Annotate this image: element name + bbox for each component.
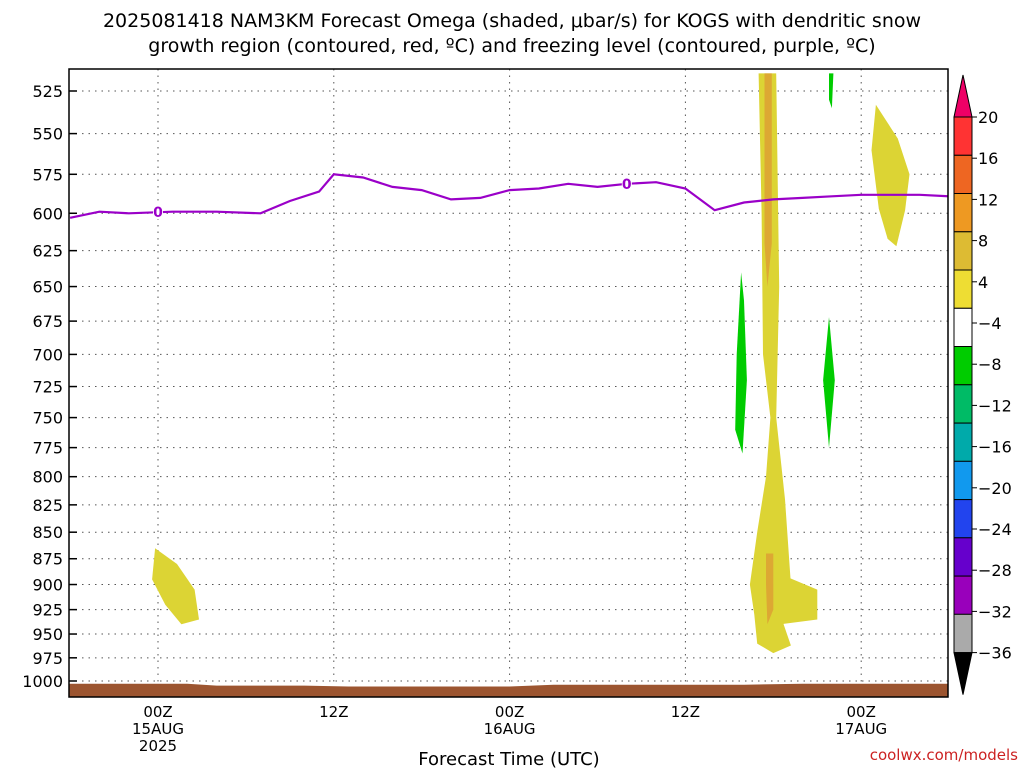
colorbar-label-9: −20 [978,479,1012,498]
xtick-label-0-2: 2025 [139,737,177,755]
plot-frame [68,68,949,698]
omega-region-9 [829,73,834,109]
xtick-label-4-1: 17AUG [835,720,887,738]
colorbar-label-13: −36 [978,644,1012,663]
colorbar-label-2: 12 [978,190,998,209]
ytick-label-575: 575 [32,165,63,184]
ytick-label-650: 650 [32,278,63,297]
freezing-level-label-0: 0 [153,205,163,221]
colorbar-label-12: −32 [978,602,1012,621]
ytick-label-525: 525 [32,82,63,101]
ytick-label-1000: 1000 [22,672,63,691]
ytick-label-825: 825 [32,496,63,515]
omega-region-5 [764,73,772,287]
xtick-label-0-1: 15AUG [132,720,184,738]
x-axis-label: Forecast Time (UTC) [418,749,599,768]
colorbar-box-8 [953,422,973,462]
ytick-label-800: 800 [32,468,63,487]
omega-region-6 [766,553,774,625]
omega-shading [152,73,910,654]
colorbar-box-7 [953,384,973,424]
terrain-polygon [69,683,948,697]
ytick-label-550: 550 [32,125,63,144]
xtick-label-1-0: 12Z [319,703,348,721]
ytick-label-850: 850 [32,523,63,542]
colorbar-box-11 [953,537,973,577]
xtick-label-2-1: 16AUG [484,720,536,738]
ytick-label-750: 750 [32,409,63,428]
xtick-label-0-0: 00Z [143,703,172,721]
freezing-level-line [69,173,948,219]
omega-region-2 [749,73,791,654]
y-tick-labels: 525 550 575 600 625 650 675 700 725 750 775 800 825 8… [22,82,63,691]
omega-region-4 [871,104,910,247]
chart-title-line2: growth region (contoured, red, ºC) and f… [148,35,875,57]
colorbar-box-13 [953,613,973,654]
colorbar-label-10: −24 [978,520,1012,539]
colorbar-label-7: −12 [978,396,1012,415]
ytick-label-950: 950 [32,625,63,644]
ytick-label-675: 675 [32,312,63,331]
horizontal-gridlines [69,90,948,682]
colorbar-box-5 [953,307,973,348]
colorbar-label-6: −8 [978,355,1002,374]
colorbar-label-3: 8 [978,232,988,251]
omega-region-7 [735,272,747,454]
freezing-level-label-1: 0 [622,177,632,193]
xtick-label-2-0: 00Z [495,703,524,721]
ytick-label-775: 775 [32,439,63,458]
colorbar-top-arrow [953,74,973,118]
colorbar-label-11: −28 [978,561,1012,580]
ytick-label-725: 725 [32,378,63,397]
colorbar-box-12 [953,575,973,615]
chart-title-line1: 2025081418 NAM3KM Forecast Omega (shaded… [103,10,921,32]
colorbar-label-1: 16 [978,149,998,168]
ytick-label-925: 925 [32,601,63,620]
colorbar-box-4 [953,269,973,309]
ytick-label-900: 900 [32,576,63,595]
omega-region-8 [823,317,835,448]
colorbar-box-10 [953,499,973,539]
ytick-label-625: 625 [32,242,63,261]
colorbar: 20 16 12 8 4 −4 −8 −12 −16 −20 −24 −28 −32 −36 [953,74,1012,695]
freezing-label-bg-0 [153,204,163,220]
credit-text: coolwx.com/models [870,746,1018,764]
ytick-label-600: 600 [32,204,63,223]
ytick-label-875: 875 [32,550,63,569]
colorbar-box-2 [953,193,973,233]
colorbar-label-4: 4 [978,273,988,292]
colorbar-label-8: −16 [978,438,1012,457]
colorbar-label-0: 20 [978,108,998,127]
colorbar-bottom-arrow [953,652,973,695]
omega-region-3 [780,574,818,625]
omega-region-1 [152,548,199,625]
ytick-label-975: 975 [32,649,63,668]
ytick-label-700: 700 [32,345,63,364]
xtick-label-3-0: 12Z [671,703,700,721]
terrain-fill [69,683,948,697]
colorbar-box-1 [953,154,973,195]
xtick-label-4-0: 00Z [847,703,876,721]
freezing-level-contour: 000 [69,173,948,221]
colorbar-label-5: −4 [978,314,1002,333]
colorbar-box-3 [953,231,973,271]
colorbar-box-0 [953,116,973,156]
colorbar-box-6 [953,346,973,386]
freezing-label-bg-1 [621,175,632,191]
colorbar-box-9 [953,460,973,501]
